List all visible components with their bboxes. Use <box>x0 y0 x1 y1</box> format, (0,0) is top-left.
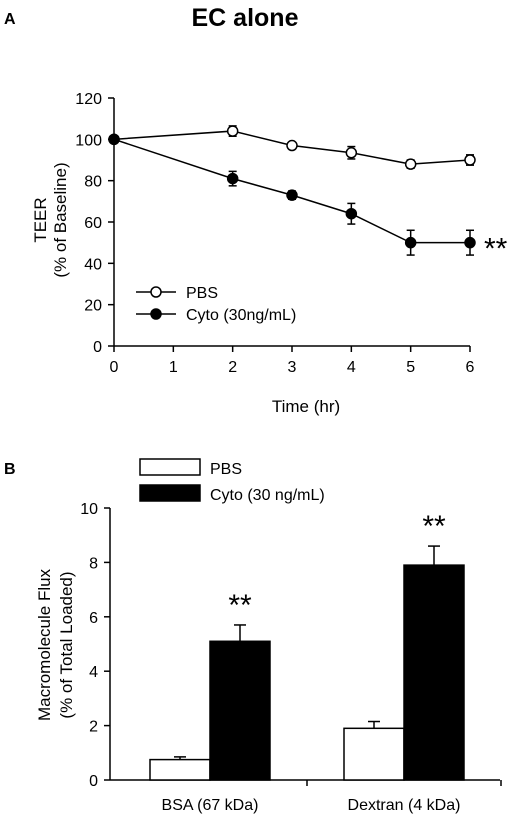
panel-a-data-point <box>108 133 120 146</box>
panel-a-data-point <box>226 125 239 137</box>
panel-a-data-point <box>286 189 298 201</box>
panel-b-bar <box>343 727 405 781</box>
panel-a-data-point <box>345 147 358 159</box>
panel-b-category-label: Dextran (4 kDa) <box>348 797 461 814</box>
panel-a-legend-marker <box>150 308 162 320</box>
panel-a-legend-label: PBS <box>186 285 218 302</box>
panel-a-series-line <box>113 130 471 165</box>
panel-a-y-tick-label: 60 <box>84 215 102 232</box>
panel-a-label: A <box>4 11 16 28</box>
panel-a-ylabel-line2: (% of Baseline) <box>51 162 70 277</box>
panel-a-data-point <box>404 236 417 249</box>
panel-b-y-tick-label: 0 <box>89 773 98 790</box>
panel-a-y-tick-label: 0 <box>93 339 102 356</box>
panel-a-x-tick-label: 1 <box>169 359 178 376</box>
panel-a-y-tick-label: 120 <box>75 91 102 108</box>
panel-a-data-point <box>226 172 239 185</box>
panel-b-legend-label: Cyto (30 ng/mL) <box>210 487 325 504</box>
panel-b-significance-marker: ** <box>422 510 446 543</box>
panel-a-xlabel: Time (hr) <box>272 397 340 416</box>
panel-b-category-label: BSA (67 kDa) <box>162 797 259 814</box>
panel-a-y-tick-label: 20 <box>84 298 102 315</box>
panel-a-legend-label: Cyto (30ng/mL) <box>186 307 296 324</box>
panel-b-legend-swatch <box>139 458 201 476</box>
panel-a-y-tick-label: 100 <box>75 132 102 149</box>
panel-a-data-point <box>464 154 476 166</box>
panel-b-bar <box>149 758 211 781</box>
panel-b-y-tick-label: 8 <box>89 555 98 572</box>
panel-a-data-point <box>404 158 417 170</box>
panel-a-data-point <box>286 139 298 152</box>
panel-b-y-tick-label: 10 <box>80 501 98 518</box>
panel-a-x-tick-label: 5 <box>406 359 415 376</box>
panel-a-ylabel-line1: TEER <box>31 197 50 242</box>
panel-a-y-tick-label: 80 <box>84 174 102 191</box>
panel-a-x-tick-label: 6 <box>466 359 475 376</box>
panel-a-x-tick-label: 3 <box>288 359 297 376</box>
panel-a-y-tick-label: 40 <box>84 256 102 273</box>
panel-b-legend-swatch <box>139 484 201 502</box>
panel-a-x-tick-label: 2 <box>228 359 237 376</box>
panel-b-significance-marker: ** <box>228 589 252 622</box>
panel-b-label: B <box>4 461 16 478</box>
panel-a-x-tick-label: 0 <box>110 359 119 376</box>
panel-a-series-line <box>113 138 470 244</box>
panel-b-bar <box>209 640 271 781</box>
panel-b-ylabel-line2: (% of Total Loaded) <box>57 571 76 718</box>
panel-a-line-chart: A TEER (% of Baseline) Time (hr) 0204060… <box>4 11 508 416</box>
panel-b-legend-label: PBS <box>210 461 242 478</box>
panel-b-y-tick-label: 6 <box>89 610 98 627</box>
panel-a-significance-marker: ** <box>484 233 508 266</box>
panel-b-bar-chart: B Macromolecule Flux (% of Total Loaded)… <box>4 458 502 814</box>
panel-a-x-tick-label: 4 <box>347 359 356 376</box>
panel-a-data-point <box>345 207 358 220</box>
panel-b-y-tick-label: 2 <box>89 719 98 736</box>
panel-b-y-tick-label: 4 <box>89 664 98 681</box>
panel-b-ylabel-line1: Macromolecule Flux <box>35 568 54 721</box>
panel-b-bar <box>403 564 465 781</box>
panel-a-data-point <box>464 236 476 249</box>
panel-a-legend-marker <box>150 286 162 298</box>
figure-title: EC alone <box>192 4 299 32</box>
